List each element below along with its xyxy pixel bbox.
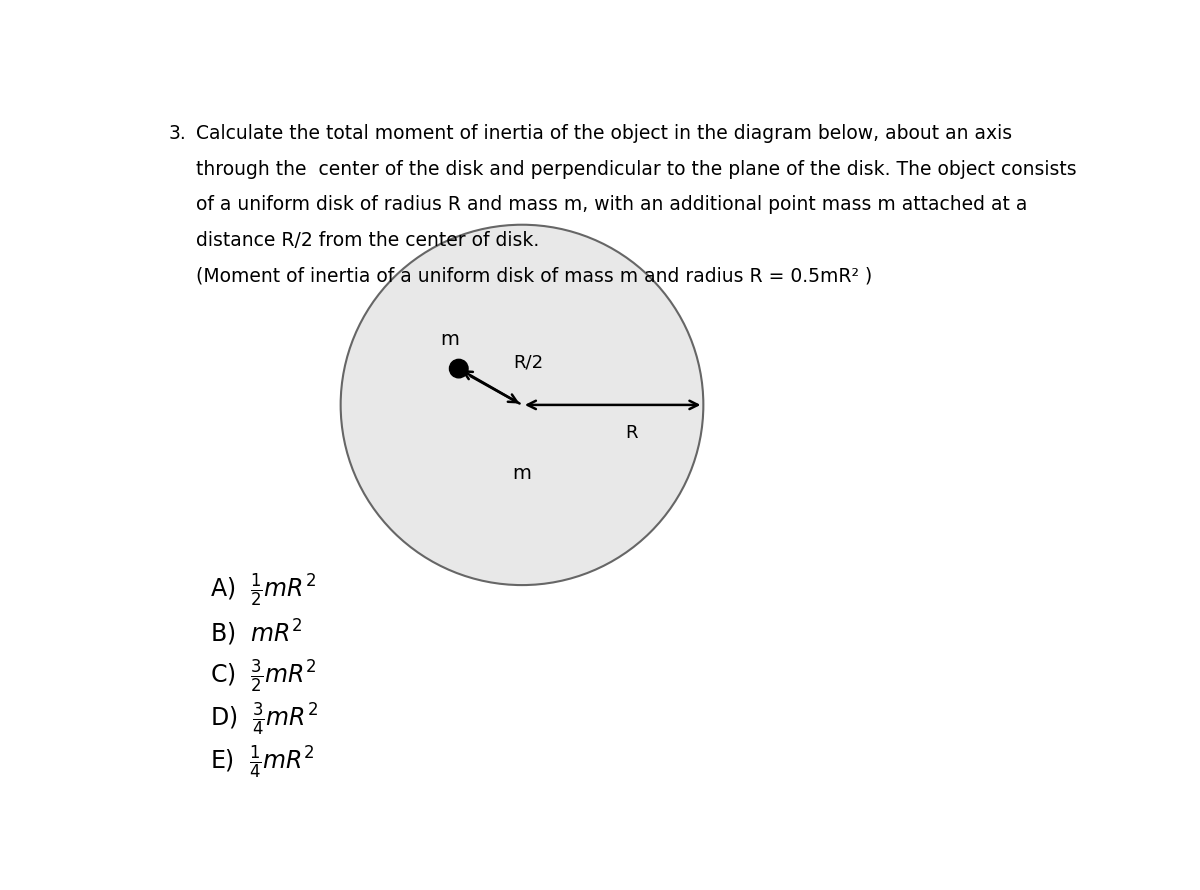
Text: C)  $\mathregular{\frac{3}{2}}mR^2$: C) $\mathregular{\frac{3}{2}}mR^2$: [210, 658, 317, 695]
Text: 3.: 3.: [168, 124, 186, 143]
Text: R/2: R/2: [514, 353, 544, 372]
Text: A)  $\mathregular{\frac{1}{2}}mR^2$: A) $\mathregular{\frac{1}{2}}mR^2$: [210, 571, 317, 609]
Text: of a uniform disk of radius R and mass m, with an additional point mass m attach: of a uniform disk of radius R and mass m…: [197, 195, 1028, 214]
Text: m: m: [512, 464, 532, 483]
Text: B)  $mR^2$: B) $mR^2$: [210, 618, 302, 648]
Ellipse shape: [450, 360, 468, 378]
Text: Calculate the total moment of inertia of the object in the diagram below, about : Calculate the total moment of inertia of…: [197, 124, 1013, 143]
Text: E)  $\mathregular{\frac{1}{4}}mR^2$: E) $\mathregular{\frac{1}{4}}mR^2$: [210, 744, 316, 781]
Text: (Moment of inertia of a uniform disk of mass m and radius R = 0.5mR² ): (Moment of inertia of a uniform disk of …: [197, 266, 872, 286]
Text: R: R: [625, 425, 637, 442]
Text: through the  center of the disk and perpendicular to the plane of the disk. The : through the center of the disk and perpe…: [197, 159, 1078, 179]
Ellipse shape: [341, 225, 703, 585]
Text: distance R/2 from the center of disk.: distance R/2 from the center of disk.: [197, 231, 540, 250]
Text: D)  $\mathregular{\frac{3}{4}}mR^2$: D) $\mathregular{\frac{3}{4}}mR^2$: [210, 700, 318, 738]
Text: m: m: [440, 330, 458, 350]
